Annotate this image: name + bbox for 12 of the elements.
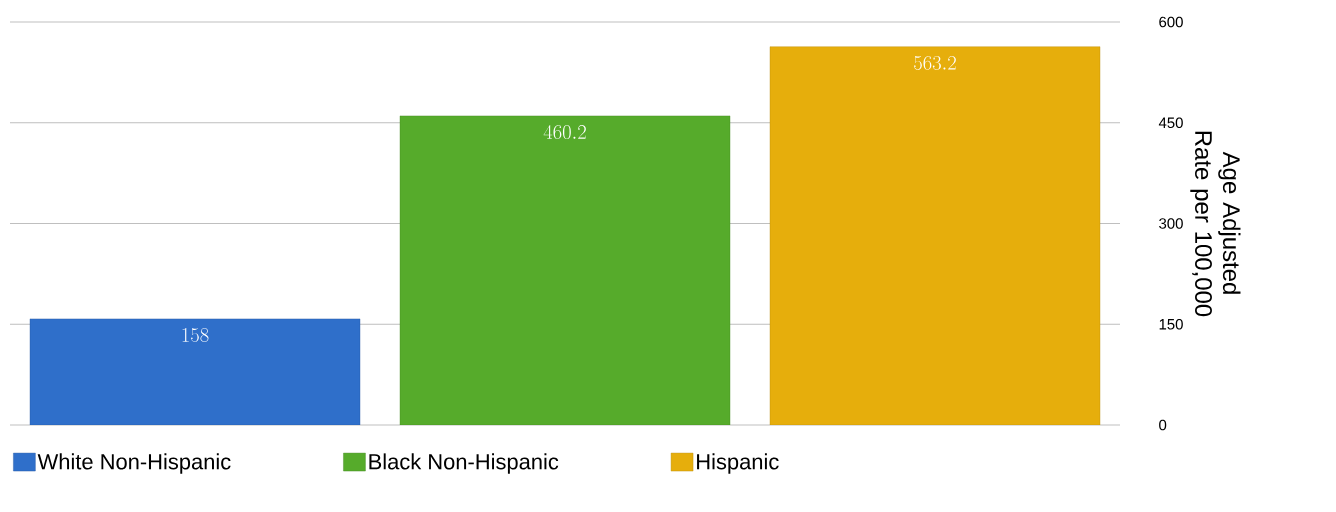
data-label: 460.2: [543, 124, 586, 140]
data-label: 563.2: [914, 55, 956, 70]
y-tick-label: 0: [1159, 419, 1167, 431]
y-tick-label: 600: [1159, 16, 1183, 28]
legend-label: Black Non-Hispanic: [369, 453, 559, 474]
y-axis-title: Age Adjusted Rate per 100,000: [1190, 131, 1241, 317]
y-tick-label: 300: [1159, 218, 1183, 229]
legend-label: Hispanic: [697, 453, 779, 474]
y-tick-label: 150: [1159, 318, 1183, 330]
legend-label: White Non-Hispanic: [37, 453, 231, 474]
data-label: 158: [182, 328, 209, 343]
y-tick-label: 450: [1158, 117, 1183, 129]
